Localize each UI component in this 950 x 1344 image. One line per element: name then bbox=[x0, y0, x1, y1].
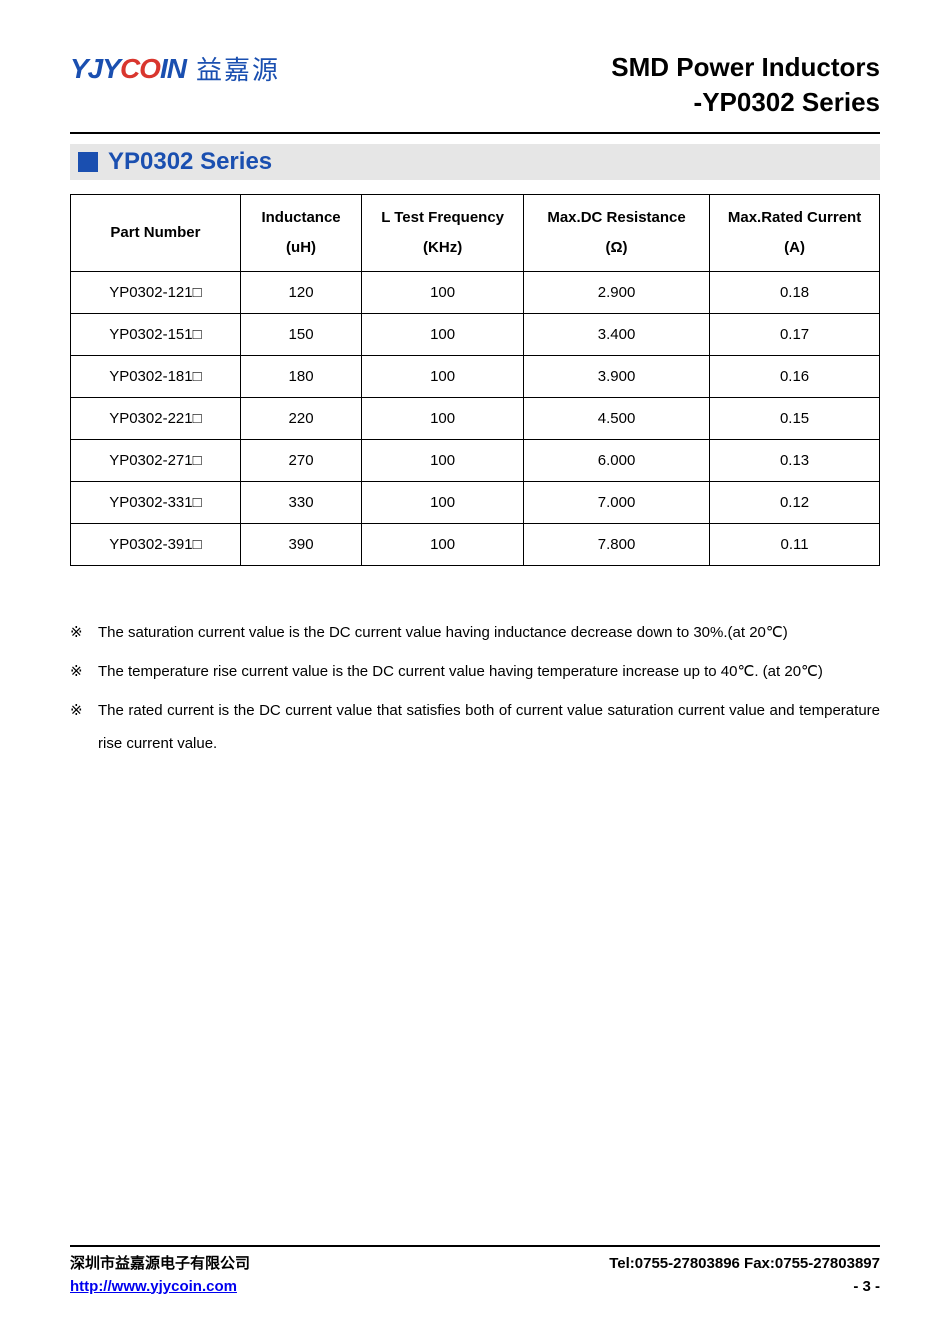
table-row: YP0302-221□2201004.5000.15 bbox=[71, 398, 880, 440]
table-cell: YP0302-151□ bbox=[71, 314, 241, 356]
table-row: YP0302-181□1801003.9000.16 bbox=[71, 356, 880, 398]
table-cell: 0.11 bbox=[710, 524, 880, 566]
table-cell: 150 bbox=[240, 314, 361, 356]
col-header-part: Part Number bbox=[71, 195, 241, 272]
company-url-link[interactable]: http://www.yjycoin.com bbox=[70, 1278, 237, 1295]
table-cell: 3.400 bbox=[524, 314, 710, 356]
logo-text-en: YJYCOIN bbox=[70, 53, 186, 85]
table-cell: 120 bbox=[240, 272, 361, 314]
note-text: The saturation current value is the DC c… bbox=[98, 616, 880, 649]
note-mark-icon: ※ bbox=[70, 616, 98, 649]
note-text: The temperature rise current value is th… bbox=[98, 655, 880, 688]
table-cell: 3.900 bbox=[524, 356, 710, 398]
page-header: YJYCOIN 益嘉源 SMD Power Inductors -YP0302 … bbox=[70, 50, 880, 120]
table-row: YP0302-271□2701006.0000.13 bbox=[71, 440, 880, 482]
note-mark-icon: ※ bbox=[70, 694, 98, 760]
header-unit: (KHz) bbox=[423, 239, 462, 256]
header-divider bbox=[70, 132, 880, 134]
col-header-current: Max.Rated Current (A) bbox=[710, 195, 880, 272]
table-cell: 100 bbox=[362, 440, 524, 482]
title-line-2: -YP0302 Series bbox=[611, 85, 880, 120]
header-text: Part Number bbox=[110, 224, 200, 241]
table-header-row: Part Number Inductance (uH) L Test Frequ… bbox=[71, 195, 880, 272]
note-item: ※The temperature rise current value is t… bbox=[70, 655, 880, 688]
note-item: ※The saturation current value is the DC … bbox=[70, 616, 880, 649]
note-mark-icon: ※ bbox=[70, 655, 98, 688]
company-name: 深圳市益嘉源电子有限公司 bbox=[70, 1253, 250, 1276]
table-row: YP0302-391□3901007.8000.11 bbox=[71, 524, 880, 566]
header-unit: (uH) bbox=[286, 239, 316, 256]
col-header-frequency: L Test Frequency (KHz) bbox=[362, 195, 524, 272]
table-cell: 390 bbox=[240, 524, 361, 566]
logo-part: IN bbox=[160, 53, 186, 84]
header-unit: (Ω) bbox=[606, 239, 628, 256]
document-title: SMD Power Inductors -YP0302 Series bbox=[611, 50, 880, 120]
logo-part: C bbox=[120, 53, 139, 84]
table-cell: YP0302-391□ bbox=[71, 524, 241, 566]
table-cell: YP0302-221□ bbox=[71, 398, 241, 440]
table-cell: 2.900 bbox=[524, 272, 710, 314]
table-cell: 220 bbox=[240, 398, 361, 440]
table-cell: 0.16 bbox=[710, 356, 880, 398]
notes-section: ※The saturation current value is the DC … bbox=[70, 616, 880, 760]
table-cell: 0.18 bbox=[710, 272, 880, 314]
header-text: Max.DC Resistance bbox=[547, 209, 685, 226]
table-cell: 100 bbox=[362, 356, 524, 398]
col-header-inductance: Inductance (uH) bbox=[240, 195, 361, 272]
table-cell: 100 bbox=[362, 272, 524, 314]
footer-right: Tel:0755-27803896 Fax:0755-27803897 - 3 … bbox=[609, 1253, 880, 1298]
table-cell: YP0302-271□ bbox=[71, 440, 241, 482]
table-cell: 100 bbox=[362, 398, 524, 440]
section-square-icon bbox=[78, 152, 98, 172]
page-number: - 3 - bbox=[609, 1276, 880, 1299]
table-row: YP0302-151□1501003.4000.17 bbox=[71, 314, 880, 356]
page-footer: 深圳市益嘉源电子有限公司 http://www.yjycoin.com Tel:… bbox=[70, 1245, 880, 1298]
table-cell: 180 bbox=[240, 356, 361, 398]
table-cell: YP0302-121□ bbox=[71, 272, 241, 314]
company-logo: YJYCOIN 益嘉源 bbox=[70, 50, 280, 87]
note-text: The rated current is the DC current valu… bbox=[98, 694, 880, 760]
table-cell: 270 bbox=[240, 440, 361, 482]
table-cell: 330 bbox=[240, 482, 361, 524]
title-line-1: SMD Power Inductors bbox=[611, 50, 880, 85]
table-cell: YP0302-181□ bbox=[71, 356, 241, 398]
table-cell: 6.000 bbox=[524, 440, 710, 482]
header-text: L Test Frequency bbox=[381, 209, 504, 226]
table-cell: 0.15 bbox=[710, 398, 880, 440]
spec-table: Part Number Inductance (uH) L Test Frequ… bbox=[70, 194, 880, 566]
table-cell: 0.13 bbox=[710, 440, 880, 482]
table-cell: 0.17 bbox=[710, 314, 880, 356]
table-cell: 100 bbox=[362, 524, 524, 566]
table-cell: 7.800 bbox=[524, 524, 710, 566]
table-cell: 100 bbox=[362, 314, 524, 356]
footer-left: 深圳市益嘉源电子有限公司 http://www.yjycoin.com bbox=[70, 1253, 250, 1298]
table-cell: 100 bbox=[362, 482, 524, 524]
section-title: YP0302 Series bbox=[108, 148, 272, 176]
header-text: Max.Rated Current bbox=[728, 209, 861, 226]
table-row: YP0302-331□3301007.0000.12 bbox=[71, 482, 880, 524]
footer-divider bbox=[70, 1245, 880, 1247]
header-text: Inductance bbox=[261, 209, 340, 226]
logo-part: YJY bbox=[70, 53, 120, 84]
table-head: Part Number Inductance (uH) L Test Frequ… bbox=[71, 195, 880, 272]
footer-row: 深圳市益嘉源电子有限公司 http://www.yjycoin.com Tel:… bbox=[70, 1253, 880, 1298]
table-cell: 7.000 bbox=[524, 482, 710, 524]
note-item: ※The rated current is the DC current val… bbox=[70, 694, 880, 760]
table-cell: YP0302-331□ bbox=[71, 482, 241, 524]
contact-info: Tel:0755-27803896 Fax:0755-27803897 bbox=[609, 1253, 880, 1276]
table-cell: 4.500 bbox=[524, 398, 710, 440]
header-unit: (A) bbox=[784, 239, 805, 256]
table-cell: 0.12 bbox=[710, 482, 880, 524]
col-header-resistance: Max.DC Resistance (Ω) bbox=[524, 195, 710, 272]
section-heading-bar: YP0302 Series bbox=[70, 144, 880, 180]
table-row: YP0302-121□1201002.9000.18 bbox=[71, 272, 880, 314]
logo-part-red: O bbox=[139, 53, 160, 84]
table-body: YP0302-121□1201002.9000.18YP0302-151□150… bbox=[71, 272, 880, 566]
logo-text-cn: 益嘉源 bbox=[196, 50, 280, 87]
